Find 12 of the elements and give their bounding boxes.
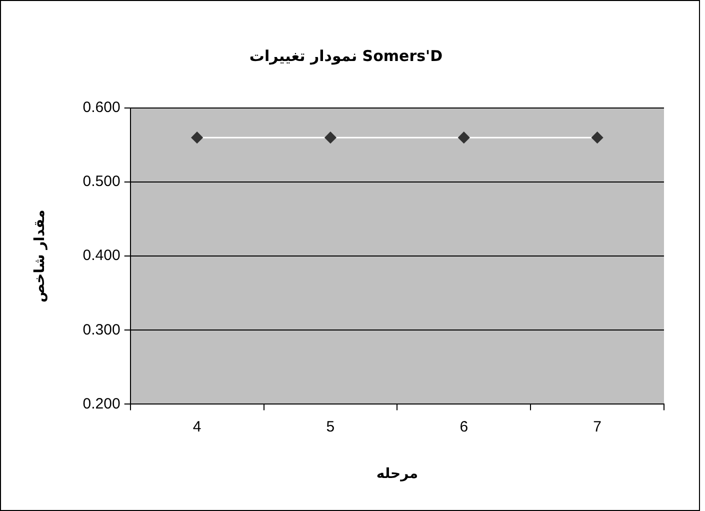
y-axis-title: مقدار شاخص	[32, 210, 48, 302]
chart-title: نمودار تغییرات Somers'D	[249, 46, 443, 65]
y-tick-label: 0.200	[82, 395, 120, 412]
y-tick-label: 0.500	[82, 173, 120, 190]
x-tick-label: 7	[593, 418, 602, 436]
y-tick-label: 0.400	[82, 247, 120, 264]
x-tick-label: 6	[460, 418, 468, 436]
x-tick-label: 4	[192, 418, 202, 436]
y-tick-label: 0.300	[82, 321, 120, 338]
x-axis-title: مرحله	[376, 466, 418, 482]
x-tick-label: 5	[326, 418, 335, 436]
y-tick-label: 0.600	[82, 99, 120, 116]
